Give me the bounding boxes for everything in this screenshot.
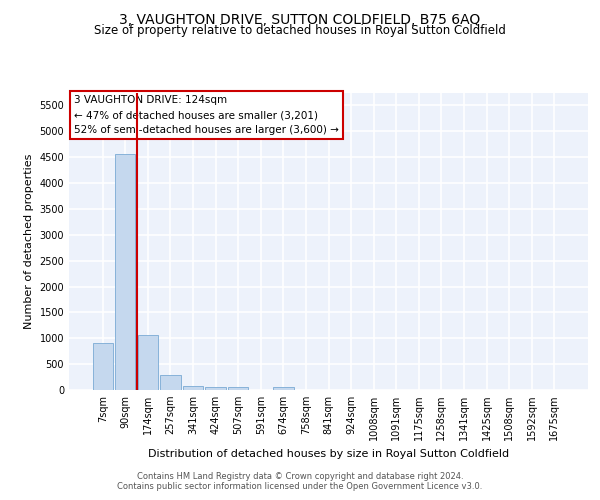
Bar [138, 334, 158, 390]
Bar [160, 374, 181, 390]
Text: Size of property relative to detached houses in Royal Sutton Coldfield: Size of property relative to detached ho… [94, 24, 506, 37]
Bar [115, 154, 136, 390]
Y-axis label: Number of detached properties: Number of detached properties [24, 154, 34, 329]
Text: 3, VAUGHTON DRIVE, SUTTON COLDFIELD, B75 6AQ: 3, VAUGHTON DRIVE, SUTTON COLDFIELD, B75… [119, 12, 481, 26]
Text: Contains HM Land Registry data © Crown copyright and database right 2024.: Contains HM Land Registry data © Crown c… [137, 472, 463, 481]
Bar [183, 386, 203, 390]
Bar [228, 387, 248, 390]
Bar [92, 344, 113, 390]
X-axis label: Distribution of detached houses by size in Royal Sutton Coldfield: Distribution of detached houses by size … [148, 448, 509, 458]
Text: 3 VAUGHTON DRIVE: 124sqm
← 47% of detached houses are smaller (3,201)
52% of sem: 3 VAUGHTON DRIVE: 124sqm ← 47% of detach… [74, 96, 339, 135]
Bar [205, 387, 226, 390]
Bar [273, 387, 293, 390]
Text: Contains public sector information licensed under the Open Government Licence v3: Contains public sector information licen… [118, 482, 482, 491]
